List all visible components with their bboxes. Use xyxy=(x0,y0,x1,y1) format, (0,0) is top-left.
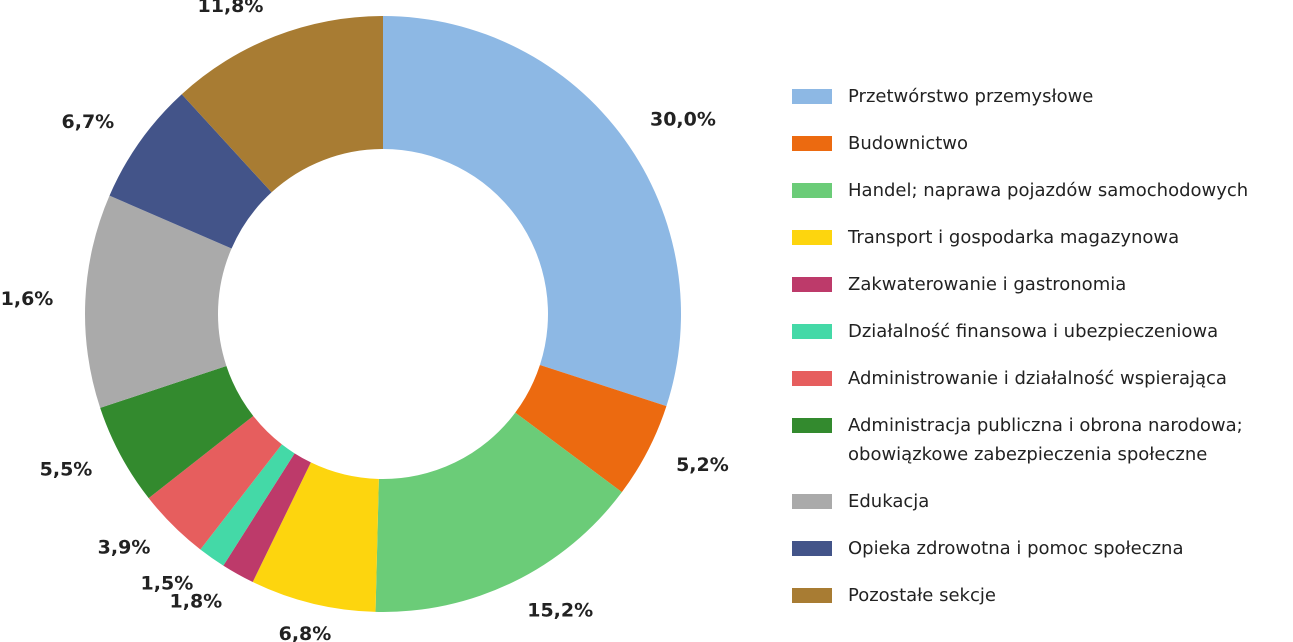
legend-item: Pozostałe sekcje xyxy=(792,581,1292,610)
legend-swatch xyxy=(792,277,832,292)
legend-swatch xyxy=(792,541,832,556)
legend-label: Zakwaterowanie i gastronomia xyxy=(848,274,1127,295)
legend-label: Działalność finansowa i ubezpieczeniowa xyxy=(848,321,1219,342)
legend-label: Administrowanie i działalność wspierając… xyxy=(848,368,1227,389)
legend-label: Handel; naprawa pojazdów samochodowych xyxy=(848,180,1249,201)
donut-slice xyxy=(223,453,311,583)
legend-swatch xyxy=(792,230,832,245)
legend-item: Opieka zdrowotna i pomoc społeczna xyxy=(792,534,1292,563)
legend-label: Transport i gospodarka magazynowa xyxy=(848,227,1180,248)
legend-label: Pozostałe sekcje xyxy=(848,585,996,606)
data-label: 1,5% xyxy=(141,572,194,594)
legend-swatch xyxy=(792,324,832,339)
data-label: 11,8% xyxy=(198,0,264,17)
legend-swatch xyxy=(792,494,832,509)
legend-item: Handel; naprawa pojazdów samochodowych xyxy=(792,176,1292,205)
data-label: 30,0% xyxy=(650,109,716,131)
legend-swatch xyxy=(792,183,832,198)
legend-swatch xyxy=(792,136,832,151)
donut-slice xyxy=(181,16,383,193)
donut-slice xyxy=(375,412,622,612)
data-label: 6,8% xyxy=(279,623,332,642)
legend: Przetwórstwo przemysłowe Budownictwo Hande… xyxy=(792,82,1292,628)
legend-label: Opieka zdrowotna i pomoc społeczna xyxy=(848,538,1184,559)
legend-item: Budownictwo xyxy=(792,129,1292,158)
legend-label: Przetwórstwo przemysłowe xyxy=(848,86,1094,107)
data-label: 11,6% xyxy=(0,288,53,310)
donut-slice xyxy=(109,94,272,249)
donut-slice xyxy=(100,365,254,499)
legend-swatch xyxy=(792,371,832,386)
legend-item: Przetwórstwo przemysłowe xyxy=(792,82,1292,111)
data-label: 3,9% xyxy=(98,537,151,559)
legend-swatch xyxy=(792,89,832,104)
chart: 30,0% 5,2% 15,2% 6,8% 1,8%1,5% 3,9% 5,5% 11,6% 6… xyxy=(0,0,729,642)
legend-item: Zakwaterowanie i gastronomia xyxy=(792,270,1292,299)
data-label: 6,7% xyxy=(62,111,115,133)
donut-slice xyxy=(85,195,232,408)
legend-item: Administrowanie i działalność wspierając… xyxy=(792,364,1292,393)
data-label: 1,8% xyxy=(170,591,223,613)
legend-item: Transport i gospodarka magazynowa xyxy=(792,223,1292,252)
donut-slice xyxy=(200,444,295,566)
data-label: 5,2% xyxy=(676,454,729,476)
data-label: 15,2% xyxy=(527,599,593,621)
legend-label: Edukacja xyxy=(848,491,930,512)
data-label: 5,5% xyxy=(40,459,93,481)
legend-item: Edukacja xyxy=(792,487,1292,516)
legend-item: Działalność finansowa i ubezpieczeniowa xyxy=(792,317,1292,346)
donut-slice xyxy=(148,415,282,550)
legend-label: Administracja publiczna i obrona narodow… xyxy=(848,415,1243,465)
donut-slice xyxy=(515,364,667,493)
legend-item: Administracja publiczna i obrona narodow… xyxy=(792,411,1292,469)
legend-swatch xyxy=(792,418,832,433)
donut-slice xyxy=(383,16,682,407)
legend-swatch xyxy=(792,588,832,603)
donut-slice xyxy=(252,462,379,612)
legend-label: Budownictwo xyxy=(848,133,969,154)
